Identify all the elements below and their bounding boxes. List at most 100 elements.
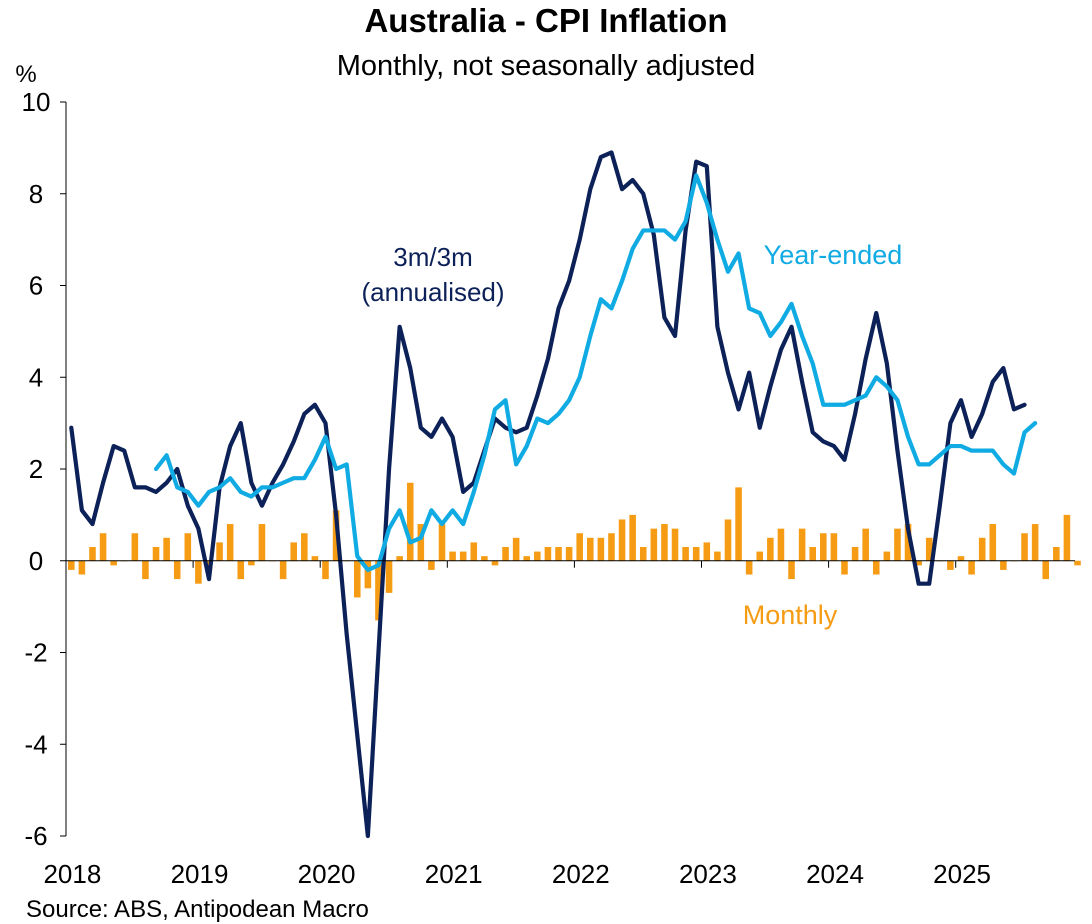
monthly-bar [671, 528, 679, 561]
monthly-bar [809, 546, 816, 561]
monthly-bar [163, 537, 170, 561]
monthly-bar [555, 546, 562, 561]
monthly-bar [798, 528, 806, 561]
monthly-bar [449, 551, 456, 561]
monthly-bar [78, 560, 86, 575]
monthly-bar [184, 533, 192, 561]
monthly-bar [639, 546, 647, 561]
monthly-bar [629, 514, 636, 561]
monthly-bar [89, 546, 96, 561]
monthly-bar [195, 560, 202, 584]
monthly-bar [788, 560, 795, 580]
monthly-bar [406, 482, 414, 561]
x-tick-label: 2022 [552, 859, 610, 889]
monthly-bar [925, 537, 933, 561]
monthly-bar [544, 546, 552, 561]
monthly-bar [502, 546, 509, 561]
monthly-bar [459, 551, 467, 561]
monthly-bar [872, 560, 880, 575]
monthly-bar [1021, 533, 1028, 561]
monthly-bar [989, 524, 997, 561]
x-tick-label: 2025 [933, 859, 991, 889]
axes: 10 8 6 4 2 0 -2 -4 -6 2018 2019 2020 2021 2022 2023 202… [22, 87, 1075, 889]
monthly-bar [957, 556, 965, 561]
monthly-bar [353, 560, 361, 598]
y-tick-label: 10 [22, 87, 51, 117]
monthly-bar [597, 537, 605, 561]
monthly-bar [110, 560, 117, 566]
chart-subtitle: Monthly, not seasonally adjusted [336, 50, 756, 82]
y-axis-label: % [15, 61, 36, 88]
y-tick-label: 4 [29, 362, 43, 392]
monthly-bar [258, 524, 266, 561]
x-tick-label: 2019 [171, 859, 229, 889]
monthly-bar [851, 546, 859, 561]
monthly-bar [587, 537, 594, 561]
x-tick-label: 2018 [43, 859, 101, 889]
monthly-bar [862, 528, 869, 561]
y-tick-label: 0 [29, 546, 43, 576]
series-line-3m3m [69, 150, 1027, 839]
monthly-bar [904, 524, 912, 561]
monthly-bar [290, 542, 298, 561]
monthly-bar [915, 560, 922, 566]
monthly-bar [142, 560, 149, 580]
x-tick-label: 2024 [806, 859, 864, 889]
x-tick-label: 2021 [425, 859, 483, 889]
chart-title: Australia - CPI Inflation [364, 2, 728, 39]
monthly-bar [756, 551, 764, 561]
monthly-bar [724, 519, 732, 561]
monthly-bar [173, 560, 181, 580]
monthly-bar [682, 546, 689, 561]
monthly-bar [216, 542, 223, 561]
monthly-bar [830, 533, 838, 561]
y-tick-label: -2 [24, 638, 47, 668]
x-tick-label: 2023 [679, 859, 737, 889]
monthly-bar [152, 546, 160, 561]
annotation-year-ended: Year-ended [764, 240, 903, 270]
monthly-bar [491, 560, 499, 566]
monthly-bar [99, 533, 107, 561]
monthly-bar [470, 542, 478, 561]
monthly-bar [714, 551, 721, 561]
monthly-bar [131, 533, 139, 561]
monthly-bar [947, 560, 954, 570]
monthly-bar [735, 487, 742, 561]
monthly-bar [237, 560, 245, 580]
monthly-bar [428, 560, 435, 570]
source-note: Source: ABS, Antipodean Macro [26, 896, 369, 923]
monthly-bar [841, 560, 848, 575]
series-lines [69, 150, 1038, 839]
monthly-bar [883, 551, 891, 561]
monthly-bar [968, 560, 975, 575]
y-tick-label: 2 [29, 454, 43, 484]
x-tick-label: 2020 [298, 859, 356, 889]
annotation-3m3m: 3m/3m [393, 242, 472, 272]
monthly-bar [565, 546, 573, 561]
monthly-bar [279, 560, 287, 580]
monthly-bar [618, 519, 626, 561]
monthly-bar [396, 556, 403, 561]
monthly-bar [385, 560, 393, 593]
monthly-bar [322, 560, 329, 580]
monthly-bar [576, 533, 583, 561]
monthly-bar [311, 556, 319, 561]
monthly-bar [1063, 514, 1071, 561]
monthly-bar [692, 546, 700, 561]
y-tick-label: 6 [29, 271, 43, 301]
annotation-monthly: Monthly [743, 600, 838, 630]
monthly-bar [1042, 560, 1050, 580]
monthly-bar [1053, 546, 1060, 561]
monthly-bar [1074, 560, 1081, 566]
monthly-bar [375, 560, 382, 621]
monthly-bar [894, 528, 901, 561]
monthly-bar [226, 524, 234, 561]
monthly-bar [438, 524, 446, 561]
monthly-bar [534, 551, 541, 561]
monthly-bar [745, 560, 753, 575]
y-tick-label: 8 [29, 179, 43, 209]
monthly-bar [1000, 560, 1007, 570]
y-tick-label: -6 [24, 821, 47, 851]
monthly-bar [608, 533, 615, 561]
